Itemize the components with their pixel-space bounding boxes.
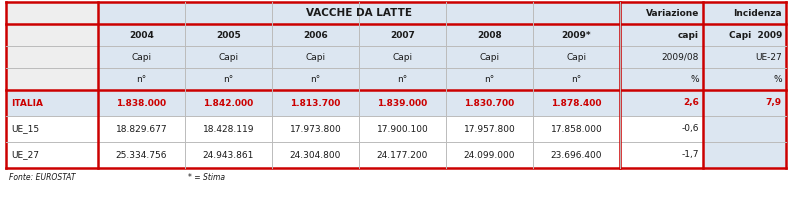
Text: 2008: 2008 <box>477 30 502 39</box>
Text: 18.428.119: 18.428.119 <box>203 125 254 134</box>
Text: -1,7: -1,7 <box>682 150 699 160</box>
Text: 17.973.800: 17.973.800 <box>290 125 342 134</box>
Bar <box>620 46 703 68</box>
Text: 1.830.700: 1.830.700 <box>464 99 515 107</box>
Text: UE_27: UE_27 <box>11 150 39 160</box>
Text: 24.304.800: 24.304.800 <box>290 150 341 160</box>
Text: 1.839.000: 1.839.000 <box>378 99 427 107</box>
Bar <box>703 46 786 68</box>
Text: 1.842.000: 1.842.000 <box>204 99 253 107</box>
Text: UE-27: UE-27 <box>755 53 782 61</box>
Text: * = Stima: * = Stima <box>188 173 225 181</box>
Text: 17.957.800: 17.957.800 <box>464 125 516 134</box>
Bar <box>6 168 786 186</box>
Bar <box>6 142 703 168</box>
Text: 2009/08: 2009/08 <box>662 53 699 61</box>
Text: 18.829.677: 18.829.677 <box>115 125 168 134</box>
Bar <box>98 46 620 68</box>
Bar <box>703 2 786 24</box>
Bar <box>6 68 98 90</box>
Bar <box>620 2 703 24</box>
Text: ITALIA: ITALIA <box>11 99 43 107</box>
Text: Fonte: EUROSTAT: Fonte: EUROSTAT <box>9 173 75 181</box>
Text: 24.099.000: 24.099.000 <box>464 150 515 160</box>
Text: Capi: Capi <box>480 53 500 61</box>
Bar <box>703 90 786 116</box>
Bar <box>703 168 786 186</box>
Text: 24.177.200: 24.177.200 <box>377 150 428 160</box>
Text: 2004: 2004 <box>129 30 154 39</box>
Text: Capi: Capi <box>218 53 238 61</box>
Bar <box>6 116 703 142</box>
Text: n°: n° <box>484 74 495 84</box>
Bar <box>620 68 703 90</box>
Bar <box>703 24 786 46</box>
Bar <box>703 68 786 90</box>
Text: 2005: 2005 <box>216 30 241 39</box>
Bar <box>703 116 786 142</box>
Text: 2006: 2006 <box>303 30 328 39</box>
Bar <box>620 24 703 46</box>
Text: capi: capi <box>678 30 699 39</box>
Text: 2009*: 2009* <box>561 30 591 39</box>
Text: n°: n° <box>571 74 581 84</box>
Text: Incidenza: Incidenza <box>733 9 782 18</box>
Text: 1.838.000: 1.838.000 <box>116 99 167 107</box>
Text: n°: n° <box>136 74 147 84</box>
Bar <box>703 142 786 168</box>
Text: %: % <box>691 74 699 84</box>
Text: 17.858.000: 17.858.000 <box>551 125 602 134</box>
Text: Capi: Capi <box>306 53 326 61</box>
Bar <box>98 24 620 46</box>
Bar <box>6 24 98 46</box>
Bar <box>98 2 620 24</box>
Bar <box>98 68 620 90</box>
Text: Capi: Capi <box>566 53 586 61</box>
Text: n°: n° <box>310 74 321 84</box>
Text: n°: n° <box>397 74 407 84</box>
Text: UE_15: UE_15 <box>11 125 39 134</box>
Text: 24.943.861: 24.943.861 <box>203 150 254 160</box>
Bar <box>6 2 98 24</box>
Bar <box>6 90 703 116</box>
Text: 2007: 2007 <box>390 30 415 39</box>
Text: Capi: Capi <box>132 53 152 61</box>
Text: Variazione: Variazione <box>646 9 699 18</box>
Text: 1.813.700: 1.813.700 <box>290 99 341 107</box>
Text: 25.334.756: 25.334.756 <box>115 150 168 160</box>
Text: %: % <box>773 74 782 84</box>
Text: n°: n° <box>224 74 233 84</box>
Text: VACCHE DA LATTE: VACCHE DA LATTE <box>306 8 412 18</box>
Text: 7,9: 7,9 <box>766 99 782 107</box>
Text: 2,6: 2,6 <box>683 99 699 107</box>
Text: Capi  2009: Capi 2009 <box>729 30 782 39</box>
Text: -0,6: -0,6 <box>682 125 699 134</box>
Bar <box>6 46 98 68</box>
Text: Capi: Capi <box>392 53 412 61</box>
Text: 1.878.400: 1.878.400 <box>551 99 602 107</box>
Text: 23.696.400: 23.696.400 <box>551 150 602 160</box>
Text: 17.900.100: 17.900.100 <box>377 125 428 134</box>
